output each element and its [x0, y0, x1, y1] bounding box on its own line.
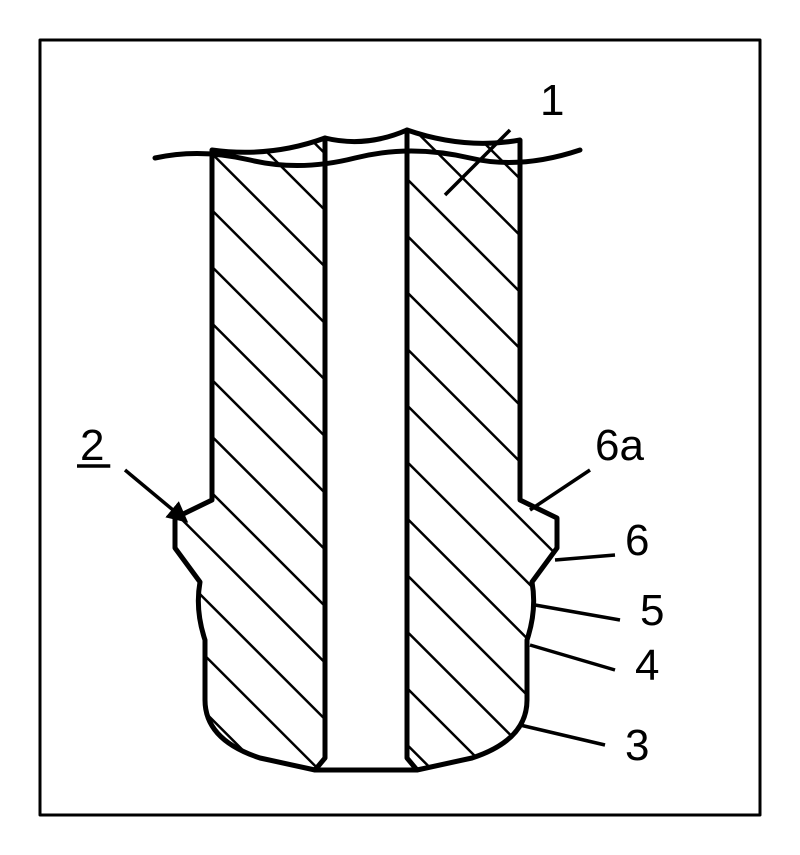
section-right [407, 130, 557, 770]
label-3: 3 [520, 721, 649, 770]
label-text-4: 4 [635, 641, 659, 690]
label-text-6: 6 [625, 516, 649, 565]
frame [40, 40, 760, 815]
section-left [175, 138, 325, 770]
label-2: 2 [77, 421, 185, 520]
diagram-svg: 1 2 6a 6 5 4 3 [0, 0, 800, 855]
label-text-1: 1 [540, 76, 564, 125]
label-text-3: 3 [625, 721, 649, 770]
label-6: 6 [555, 516, 649, 565]
label-6a: 6a [530, 421, 644, 510]
figure-stage: 1 2 6a 6 5 4 3 [0, 0, 800, 855]
label-text-2: 2 [80, 421, 104, 470]
label-5: 5 [535, 586, 664, 635]
label-4: 4 [530, 641, 659, 690]
bore-top-break [325, 130, 407, 142]
label-text-5: 5 [640, 586, 664, 635]
label-text-6a: 6a [595, 421, 644, 470]
